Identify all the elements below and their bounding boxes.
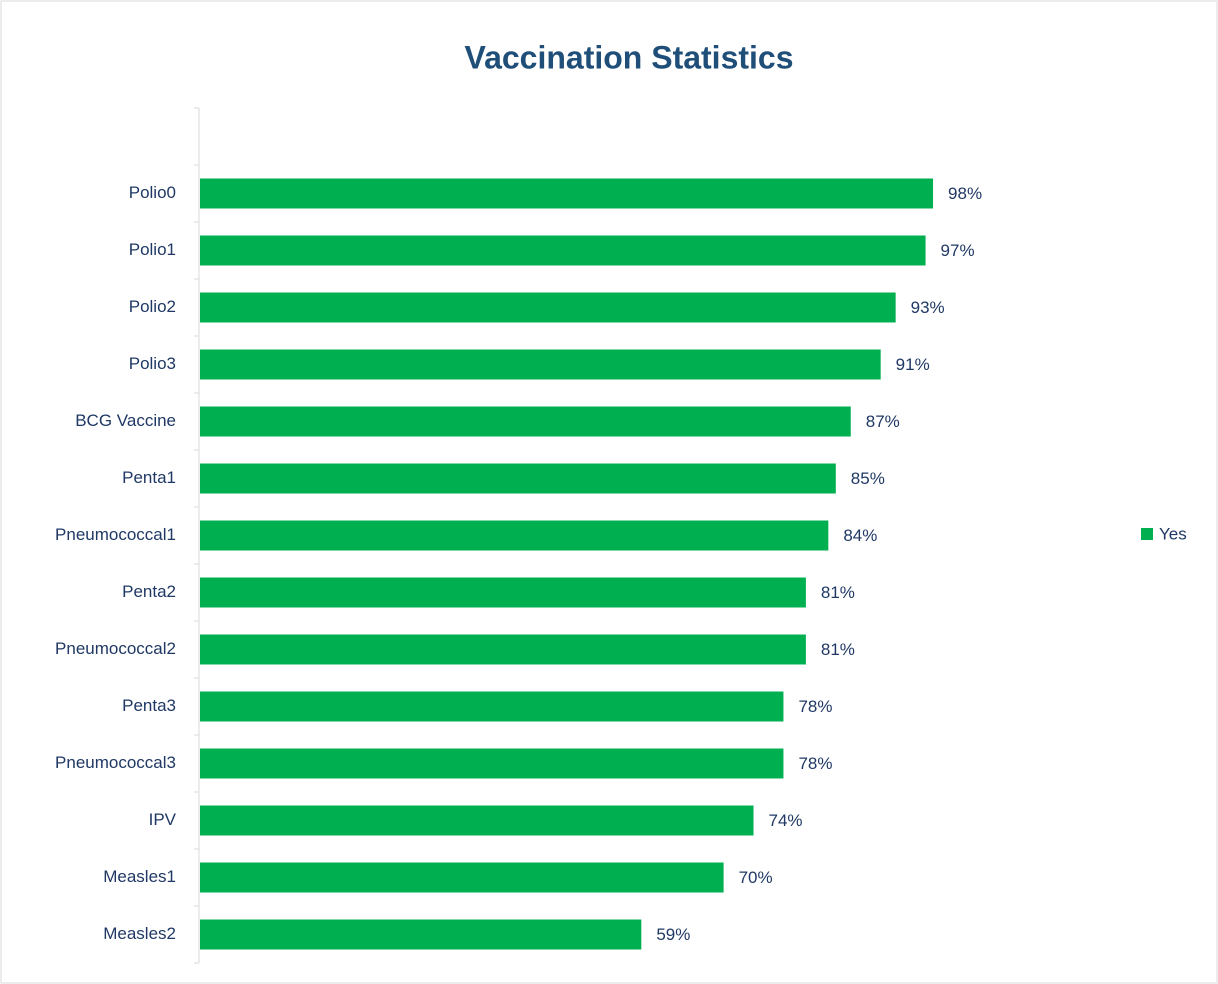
data-label: 91% <box>896 355 930 374</box>
data-label: 74% <box>769 811 803 830</box>
bar <box>200 349 881 380</box>
y-tick-label: Pneumococcal1 <box>55 525 176 544</box>
data-label: 93% <box>911 298 945 317</box>
data-label: 87% <box>866 412 900 431</box>
data-label: 81% <box>821 640 855 659</box>
bar <box>200 919 642 950</box>
bar <box>200 805 754 836</box>
y-tick-label: Polio1 <box>129 240 176 259</box>
data-label: 70% <box>739 868 773 887</box>
y-tick-label: Polio2 <box>129 297 176 316</box>
y-tick-label: Penta3 <box>122 696 176 715</box>
bar <box>200 406 851 437</box>
bar <box>200 862 724 893</box>
data-label: 85% <box>851 469 885 488</box>
y-tick-label: IPV <box>149 810 177 829</box>
data-label: 97% <box>941 241 975 260</box>
bar <box>200 634 806 665</box>
bar <box>200 463 836 494</box>
bar <box>200 292 896 323</box>
bar <box>200 235 926 266</box>
bar <box>200 178 934 209</box>
bar <box>200 748 784 779</box>
legend-swatch <box>1141 528 1153 540</box>
bar <box>200 577 806 608</box>
data-label: 59% <box>656 925 690 944</box>
data-label: 78% <box>798 754 832 773</box>
y-tick-label: Pneumococcal3 <box>55 753 176 772</box>
bar <box>200 691 784 722</box>
y-tick-label: Polio0 <box>129 183 176 202</box>
data-label: 98% <box>948 184 982 203</box>
chart-title: Vaccination Statistics <box>464 39 793 75</box>
data-label: 81% <box>821 583 855 602</box>
data-label: 78% <box>798 697 832 716</box>
data-label: 84% <box>843 526 877 545</box>
y-tick-label: Measles1 <box>103 867 176 886</box>
y-tick-label: Penta2 <box>122 582 176 601</box>
y-tick-label: BCG Vaccine <box>75 411 176 430</box>
y-tick-label: Penta1 <box>122 468 176 487</box>
y-tick-label: Measles2 <box>103 924 176 943</box>
bar <box>200 520 829 551</box>
y-tick-label: Pneumococcal2 <box>55 639 176 658</box>
y-tick-label: Polio3 <box>129 354 176 373</box>
legend-label: Yes <box>1159 524 1187 543</box>
